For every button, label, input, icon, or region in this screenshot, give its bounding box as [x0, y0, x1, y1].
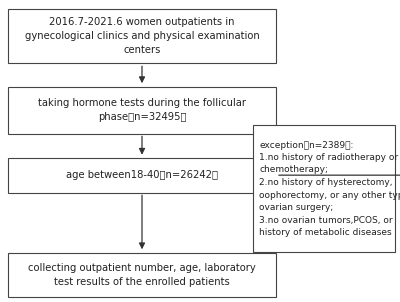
Text: taking hormone tests during the follicular
phase（n=32495）: taking hormone tests during the follicul…	[38, 98, 246, 122]
FancyBboxPatch shape	[8, 158, 276, 193]
Text: collecting outpatient number, age, laboratory
test results of the enrolled patie: collecting outpatient number, age, labor…	[28, 263, 256, 287]
Text: exception（n=2389）:
1.no history of radiotherapy or
chemotherapy;
2.no history of: exception（n=2389）: 1.no history of radio…	[259, 140, 400, 237]
FancyBboxPatch shape	[8, 253, 276, 297]
FancyBboxPatch shape	[8, 87, 276, 133]
Text: age between18-40（n=26242）: age between18-40（n=26242）	[66, 170, 218, 180]
FancyBboxPatch shape	[8, 9, 276, 63]
Text: 2016.7-2021.6 women outpatients in
gynecological clinics and physical examinatio: 2016.7-2021.6 women outpatients in gynec…	[25, 17, 259, 55]
FancyBboxPatch shape	[253, 125, 395, 252]
